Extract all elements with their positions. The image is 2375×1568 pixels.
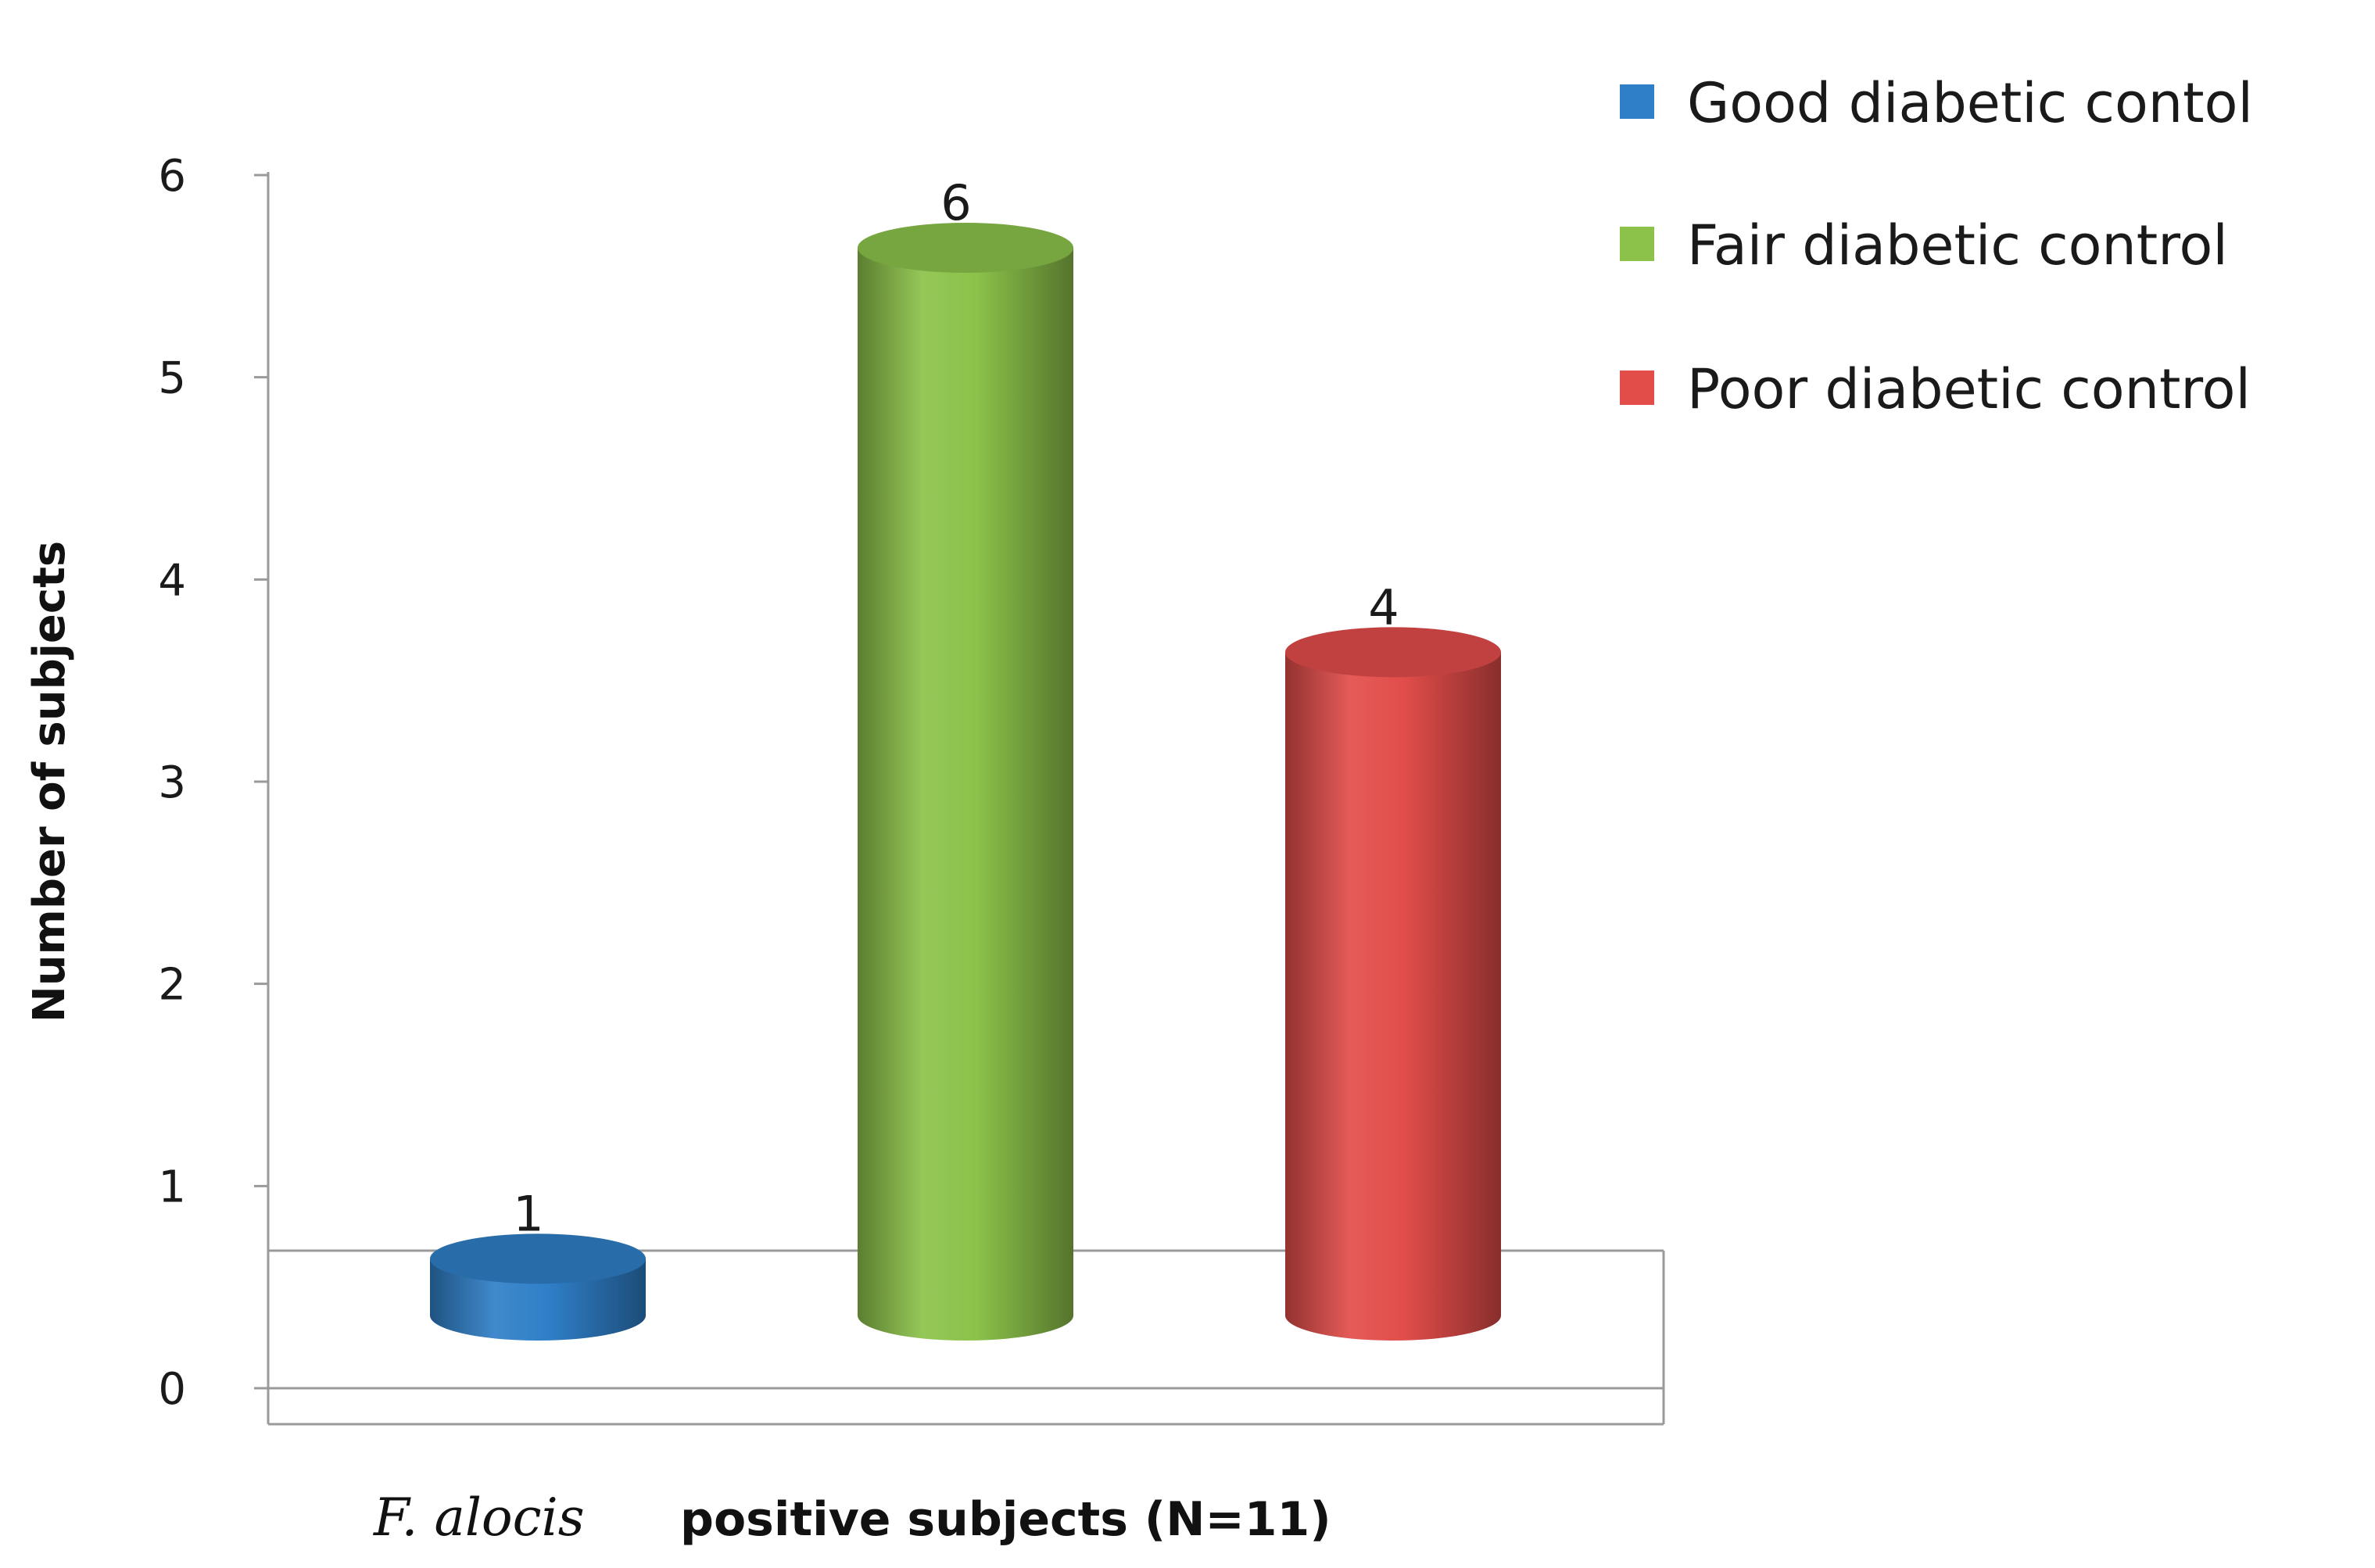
- legend-swatch: [1620, 84, 1654, 119]
- bar-data-label: 6: [940, 174, 971, 231]
- bar-body: [858, 248, 1073, 1341]
- y-tick-label: 4: [158, 555, 186, 606]
- x-axis-title-rest: positive subjects (N=11): [680, 1492, 1331, 1547]
- legend-item: Poor diabetic control: [1620, 357, 2251, 421]
- bar-top-cap: [858, 223, 1073, 273]
- bar-top-cap: [1285, 627, 1501, 678]
- bar-body: [1285, 652, 1501, 1341]
- y-axis-title: Number of subjects: [24, 541, 75, 1022]
- y-tick-label: 1: [158, 1162, 186, 1212]
- y-tick-label: 5: [158, 353, 186, 404]
- legend: Good diabetic contol Fair diabetic contro…: [1620, 71, 2253, 421]
- x-axis-title: F. alocis positive subjects (N=11): [373, 1487, 1331, 1548]
- bar-1: 6: [858, 174, 1073, 1341]
- legend-label: Good diabetic contol: [1687, 71, 2253, 135]
- x-axis-title-italic: F. alocis: [373, 1487, 585, 1548]
- y-tick-label: 3: [158, 757, 186, 808]
- y-tick-label: 6: [158, 151, 186, 202]
- bar-2: 4: [1285, 578, 1501, 1341]
- legend-swatch: [1620, 227, 1654, 261]
- bar-0: 1: [430, 1185, 646, 1341]
- bar-data-label: 1: [513, 1185, 543, 1242]
- bar-data-label: 4: [1368, 578, 1399, 635]
- legend-label: Poor diabetic control: [1687, 357, 2251, 421]
- y-tick-label: 0: [158, 1364, 186, 1415]
- legend-item: Good diabetic contol: [1620, 71, 2253, 135]
- bars: 1 6 4: [430, 174, 1501, 1341]
- y-tick-label: 2: [158, 960, 186, 1011]
- legend-label: Fair diabetic control: [1687, 213, 2228, 277]
- legend-swatch: [1620, 371, 1654, 405]
- y-ticks: 0 1 2 3 4 5 6: [158, 151, 268, 1415]
- bar-top-cap: [430, 1233, 646, 1284]
- legend-item: Fair diabetic control: [1620, 213, 2228, 277]
